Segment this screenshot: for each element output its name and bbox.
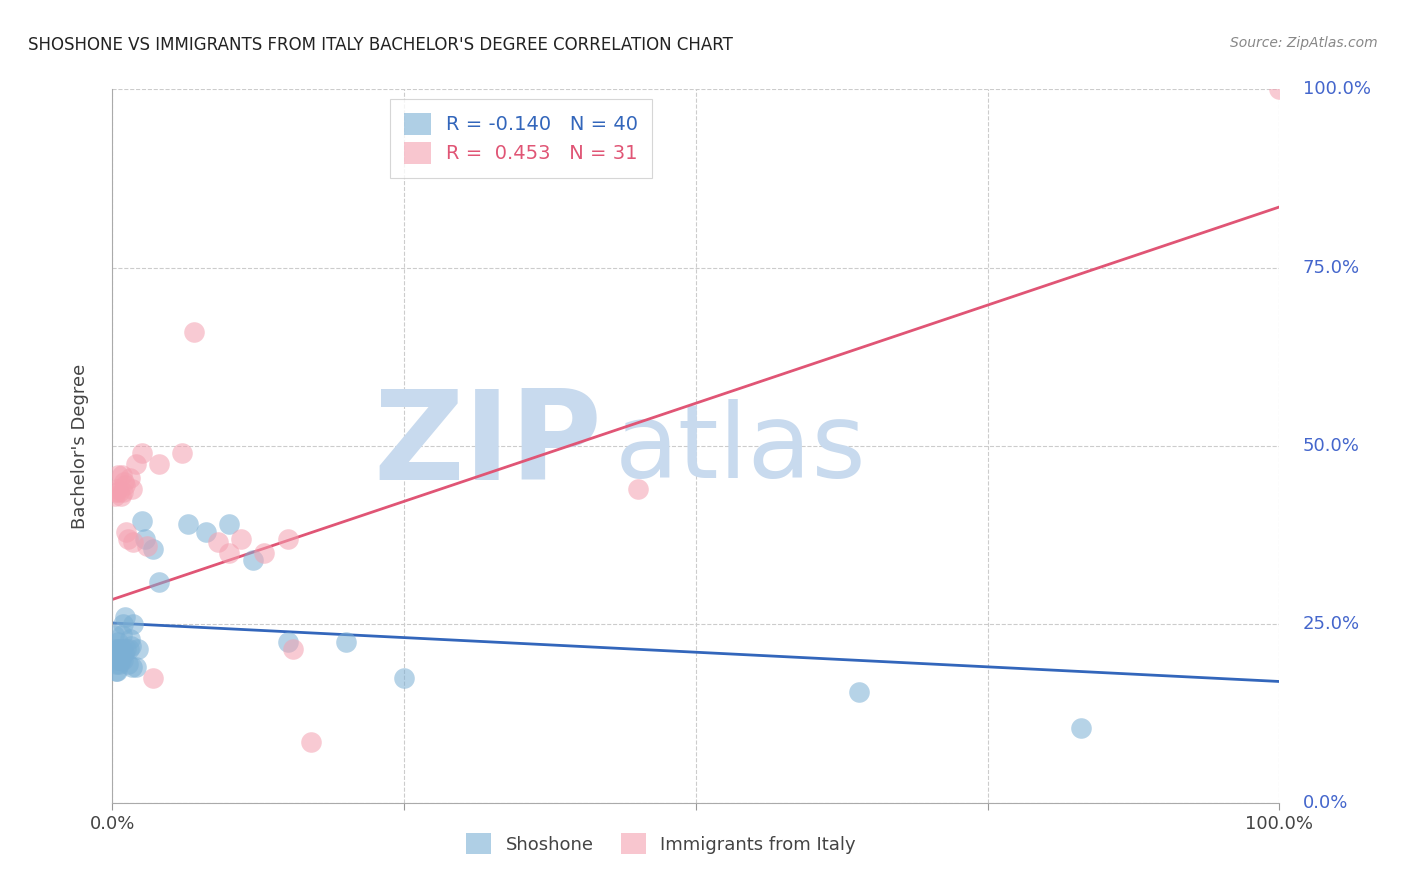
Legend: Shoshone, Immigrants from Italy: Shoshone, Immigrants from Italy bbox=[456, 822, 868, 865]
Point bbox=[107, 635, 129, 649]
Text: atlas: atlas bbox=[614, 399, 866, 500]
Point bbox=[115, 642, 138, 657]
Point bbox=[194, 524, 217, 539]
Text: 75.0%: 75.0% bbox=[1303, 259, 1360, 277]
Point bbox=[117, 657, 139, 671]
Point bbox=[125, 660, 148, 674]
Point bbox=[105, 664, 128, 678]
Point bbox=[335, 635, 357, 649]
Point bbox=[105, 653, 128, 667]
Point bbox=[104, 485, 127, 500]
Point bbox=[207, 535, 229, 549]
Point bbox=[112, 475, 135, 489]
Point bbox=[110, 489, 132, 503]
Point bbox=[117, 532, 139, 546]
Point bbox=[183, 325, 205, 339]
Point bbox=[108, 642, 131, 657]
Point bbox=[114, 478, 136, 492]
Point bbox=[136, 539, 159, 553]
Point bbox=[122, 617, 145, 632]
Point bbox=[111, 617, 134, 632]
Point bbox=[112, 646, 135, 660]
Point bbox=[111, 642, 134, 657]
Point bbox=[121, 660, 143, 674]
Point bbox=[111, 467, 134, 482]
Point bbox=[105, 482, 128, 496]
Text: 100.0%: 100.0% bbox=[1303, 80, 1371, 98]
Point bbox=[131, 514, 153, 528]
Point bbox=[276, 532, 298, 546]
Point bbox=[118, 632, 141, 646]
Point bbox=[299, 735, 322, 749]
Point bbox=[121, 482, 143, 496]
Point bbox=[111, 485, 134, 500]
Point bbox=[120, 639, 142, 653]
Point bbox=[1268, 82, 1291, 96]
Point bbox=[242, 553, 264, 567]
Point bbox=[114, 610, 136, 624]
Point bbox=[103, 628, 125, 642]
Text: 50.0%: 50.0% bbox=[1303, 437, 1360, 455]
Point bbox=[118, 642, 141, 657]
Y-axis label: Bachelor's Degree: Bachelor's Degree bbox=[70, 363, 89, 529]
Point bbox=[218, 546, 240, 560]
Point bbox=[104, 664, 127, 678]
Text: SHOSHONE VS IMMIGRANTS FROM ITALY BACHELOR'S DEGREE CORRELATION CHART: SHOSHONE VS IMMIGRANTS FROM ITALY BACHEL… bbox=[28, 36, 733, 54]
Point bbox=[125, 457, 148, 471]
Point bbox=[111, 653, 134, 667]
Point bbox=[229, 532, 252, 546]
Text: 0.0%: 0.0% bbox=[1303, 794, 1348, 812]
Point bbox=[110, 653, 132, 667]
Text: 25.0%: 25.0% bbox=[1303, 615, 1360, 633]
Point bbox=[108, 485, 131, 500]
Point bbox=[142, 671, 165, 685]
Point bbox=[283, 642, 305, 657]
Point bbox=[122, 535, 145, 549]
Point bbox=[177, 517, 200, 532]
Point bbox=[107, 467, 129, 482]
Point bbox=[253, 546, 276, 560]
Point bbox=[118, 471, 141, 485]
Point bbox=[104, 657, 127, 671]
Point bbox=[218, 517, 240, 532]
Text: Source: ZipAtlas.com: Source: ZipAtlas.com bbox=[1230, 36, 1378, 50]
Point bbox=[108, 657, 131, 671]
Text: ZIP: ZIP bbox=[374, 385, 603, 507]
Point bbox=[148, 457, 170, 471]
Point bbox=[276, 635, 298, 649]
Point bbox=[627, 482, 650, 496]
Point bbox=[142, 542, 165, 557]
Point bbox=[392, 671, 416, 685]
Point bbox=[848, 685, 870, 699]
Point bbox=[1070, 721, 1092, 735]
Point bbox=[172, 446, 194, 460]
Point bbox=[115, 524, 138, 539]
Point bbox=[110, 646, 132, 660]
Point bbox=[104, 642, 127, 657]
Point bbox=[107, 642, 129, 657]
Point bbox=[131, 446, 153, 460]
Point bbox=[104, 489, 127, 503]
Point bbox=[111, 628, 134, 642]
Point bbox=[148, 574, 170, 589]
Point bbox=[134, 532, 156, 546]
Point bbox=[127, 642, 149, 657]
